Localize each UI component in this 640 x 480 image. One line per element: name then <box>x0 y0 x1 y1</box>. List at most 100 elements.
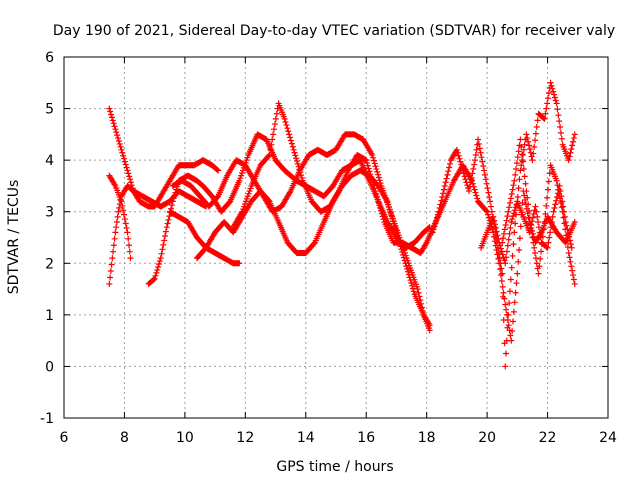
data-point <box>531 143 538 150</box>
data-point <box>110 248 117 255</box>
data-point <box>509 252 516 259</box>
data-point <box>571 219 578 226</box>
data-point <box>116 140 123 147</box>
data-point <box>125 242 132 249</box>
data-point <box>435 208 442 215</box>
data-point <box>297 169 304 176</box>
data-point <box>532 137 539 144</box>
data-point <box>566 233 573 240</box>
y-axis-label: SDTVAR / TECUs <box>6 180 22 295</box>
data-point <box>563 238 570 245</box>
data-point <box>557 123 564 130</box>
data-point <box>558 135 565 142</box>
data-point <box>558 193 565 200</box>
series-track-11 <box>478 182 575 267</box>
data-point <box>508 264 515 271</box>
data-point <box>483 180 490 187</box>
data-point <box>550 208 557 215</box>
data-point <box>431 223 438 230</box>
data-point <box>529 234 536 241</box>
data-point <box>501 226 508 233</box>
data-point <box>440 190 447 197</box>
data-point <box>534 213 541 220</box>
data-point <box>513 165 520 172</box>
data-point <box>113 129 120 136</box>
data-point <box>214 166 221 173</box>
data-point <box>434 214 441 221</box>
data-point <box>565 157 572 164</box>
data-point <box>126 173 133 180</box>
data-point <box>544 95 551 102</box>
data-point <box>503 217 510 224</box>
data-point <box>499 283 506 290</box>
series-track-7 <box>169 131 433 334</box>
data-point <box>545 90 552 97</box>
data-point <box>373 193 380 200</box>
data-point <box>569 142 576 149</box>
data-point <box>170 195 177 202</box>
data-point <box>474 195 481 202</box>
x-tick-label: 14 <box>297 430 315 446</box>
data-point <box>521 141 528 148</box>
data-point <box>551 205 558 212</box>
data-point <box>369 179 376 186</box>
data-point <box>418 300 425 307</box>
data-point <box>515 148 522 155</box>
data-point <box>507 332 514 339</box>
data-point <box>525 207 532 214</box>
data-point <box>109 117 116 124</box>
data-point <box>516 235 523 242</box>
data-point <box>532 203 539 210</box>
data-point <box>484 185 491 192</box>
data-point <box>567 258 574 265</box>
data-point <box>163 224 170 231</box>
data-point <box>567 241 574 248</box>
data-point <box>566 254 573 261</box>
data-point <box>127 176 134 183</box>
data-point <box>512 204 519 211</box>
data-point <box>370 182 377 189</box>
data-point <box>524 135 531 142</box>
data-point <box>273 110 280 117</box>
data-point <box>536 263 543 270</box>
data-point <box>363 157 370 164</box>
data-point <box>555 112 562 119</box>
data-point <box>540 226 547 233</box>
data-point <box>485 214 492 221</box>
data-point <box>564 226 571 233</box>
data-point <box>526 146 533 153</box>
data-point <box>518 162 525 169</box>
data-point <box>554 193 561 200</box>
data-point <box>506 204 513 211</box>
data-point <box>364 162 371 169</box>
data-point <box>503 306 510 313</box>
data-point <box>567 149 574 156</box>
data-point <box>541 219 548 226</box>
data-point <box>443 175 450 182</box>
data-point <box>532 255 539 262</box>
data-point <box>107 108 114 115</box>
data-point <box>368 176 375 183</box>
data-point <box>505 311 512 318</box>
data-point <box>481 171 488 178</box>
data-point <box>119 149 126 156</box>
data-point <box>507 224 514 231</box>
data-point <box>517 223 524 230</box>
data-point <box>551 91 558 98</box>
data-point <box>371 185 378 192</box>
data-point <box>550 88 557 95</box>
data-point <box>471 186 478 193</box>
data-point <box>155 261 162 268</box>
data-point <box>120 152 127 159</box>
data-point <box>375 171 382 178</box>
data-point <box>284 125 291 132</box>
data-point <box>287 137 294 144</box>
data-point <box>432 220 439 227</box>
data-point <box>482 176 489 183</box>
data-point <box>446 164 453 171</box>
data-point <box>519 151 526 158</box>
data-point <box>270 131 277 138</box>
data-point <box>510 241 517 248</box>
y-tick-label: 6 <box>45 50 54 66</box>
data-point <box>506 230 513 237</box>
